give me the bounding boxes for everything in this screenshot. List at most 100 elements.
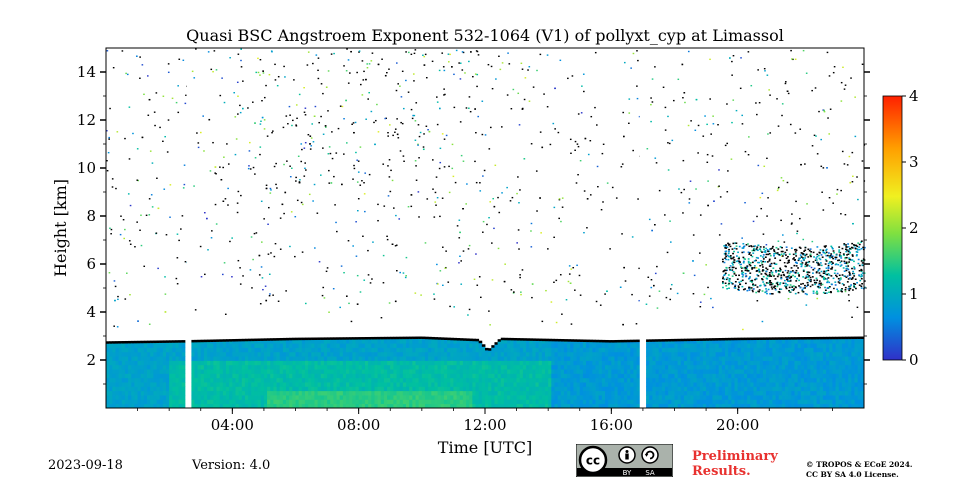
heatmap-cell bbox=[292, 347, 296, 353]
heatmap-cell bbox=[816, 343, 821, 348]
heatmap-cell bbox=[775, 360, 780, 366]
heatmap-cell bbox=[615, 197, 618, 199]
heatmap-cell bbox=[592, 356, 596, 361]
heatmap-cell bbox=[320, 403, 325, 409]
heatmap-cell bbox=[819, 343, 824, 348]
heatmap-cell bbox=[134, 369, 138, 374]
heatmap-cell bbox=[658, 347, 663, 353]
heatmap-cell bbox=[541, 373, 546, 379]
heatmap-cell bbox=[665, 390, 669, 396]
heatmap-cell bbox=[409, 399, 413, 405]
heatmap-cell bbox=[440, 356, 445, 361]
heatmap-cell bbox=[428, 369, 432, 374]
heatmap-cell bbox=[339, 386, 344, 392]
heatmap-cell bbox=[598, 343, 603, 348]
heatmap-cell bbox=[777, 186, 780, 189]
heatmap-cell bbox=[462, 373, 467, 379]
heatmap-cell bbox=[358, 51, 360, 53]
boundary-layer-top-mark bbox=[106, 341, 110, 344]
heatmap-cell bbox=[851, 343, 855, 348]
heatmap-cell bbox=[226, 343, 230, 348]
heatmap-cell bbox=[112, 382, 116, 387]
heatmap-cell bbox=[289, 403, 293, 409]
heatmap-cell bbox=[847, 294, 850, 296]
heatmap-cell bbox=[658, 403, 663, 409]
heatmap-cell bbox=[176, 283, 179, 285]
heatmap-cell bbox=[210, 377, 214, 383]
heatmap-cell bbox=[415, 356, 420, 361]
heatmap-cell bbox=[695, 188, 697, 190]
heatmap-cell bbox=[841, 347, 846, 353]
boundary-layer-top-mark bbox=[665, 339, 669, 342]
heatmap-cell bbox=[248, 390, 252, 396]
heatmap-cell bbox=[576, 395, 581, 400]
boundary-layer-top-mark bbox=[421, 336, 426, 340]
heatmap-cell bbox=[680, 347, 685, 353]
heatmap-cell bbox=[807, 338, 811, 344]
boundary-layer-top-mark bbox=[526, 338, 530, 341]
heatmap-cell bbox=[412, 403, 416, 409]
heatmap-cell bbox=[368, 356, 372, 361]
heatmap-cell bbox=[609, 248, 611, 250]
heatmap-cell bbox=[532, 399, 536, 405]
heatmap-cell bbox=[169, 356, 173, 361]
heatmap-cell bbox=[598, 351, 603, 357]
heatmap-cell bbox=[838, 386, 843, 392]
boundary-layer-top-mark bbox=[851, 336, 855, 340]
heatmap-cell bbox=[339, 360, 344, 366]
heatmap-cell bbox=[661, 373, 666, 379]
heatmap-cell bbox=[475, 364, 480, 370]
heatmap-cell bbox=[415, 399, 420, 405]
heatmap-cell bbox=[462, 399, 467, 405]
heatmap-cell bbox=[440, 373, 445, 379]
heatmap-cell bbox=[731, 373, 735, 379]
heatmap-cell bbox=[447, 343, 451, 348]
heatmap-cell bbox=[560, 347, 565, 353]
heatmap-cell bbox=[134, 364, 138, 370]
heatmap-cell bbox=[614, 347, 619, 353]
heatmap-cell bbox=[668, 373, 672, 379]
heatmap-cell bbox=[747, 347, 751, 353]
heatmap-cell bbox=[320, 343, 325, 348]
heatmap-cell bbox=[396, 356, 401, 361]
heatmap-cell bbox=[702, 386, 707, 392]
boundary-layer-top-mark bbox=[633, 339, 637, 343]
heatmap-cell bbox=[598, 369, 603, 374]
heatmap-cell bbox=[276, 187, 278, 189]
heatmap-cell bbox=[557, 360, 562, 366]
heatmap-cell bbox=[854, 364, 859, 370]
heatmap-cell bbox=[381, 58, 383, 60]
heatmap-cell bbox=[194, 373, 198, 379]
heatmap-cell bbox=[251, 369, 255, 374]
heatmap-cell bbox=[191, 382, 195, 387]
heatmap-cell bbox=[826, 399, 830, 405]
heatmap-cell bbox=[832, 351, 836, 357]
heatmap-cell bbox=[788, 373, 792, 379]
heatmap-cell bbox=[424, 364, 429, 370]
heatmap-cell bbox=[540, 232, 542, 234]
heatmap-cell bbox=[137, 351, 142, 357]
heatmap-cell bbox=[807, 395, 811, 400]
heatmap-cell bbox=[658, 395, 663, 400]
heatmap-cell bbox=[469, 386, 473, 392]
heatmap-cell bbox=[589, 351, 593, 357]
heatmap-cell bbox=[702, 373, 707, 379]
heatmap-cell bbox=[576, 403, 581, 409]
heatmap-cell bbox=[845, 351, 849, 357]
heatmap-cell bbox=[791, 369, 795, 374]
heatmap-cell bbox=[481, 382, 486, 387]
heatmap-cell bbox=[576, 364, 581, 370]
heatmap-cell bbox=[412, 399, 416, 405]
heatmap-cell bbox=[181, 360, 186, 366]
heatmap-cell bbox=[162, 373, 167, 379]
heatmap-cell bbox=[412, 364, 416, 370]
heatmap-cell bbox=[355, 151, 357, 154]
heatmap-cell bbox=[718, 364, 723, 370]
heatmap-cell bbox=[851, 403, 855, 409]
heatmap-cell bbox=[424, 386, 429, 392]
boundary-layer-top-mark bbox=[352, 337, 356, 340]
heatmap-cell bbox=[500, 399, 505, 405]
heatmap-cell bbox=[137, 382, 142, 387]
heatmap-cell bbox=[402, 390, 407, 396]
heatmap-cell bbox=[570, 382, 574, 387]
